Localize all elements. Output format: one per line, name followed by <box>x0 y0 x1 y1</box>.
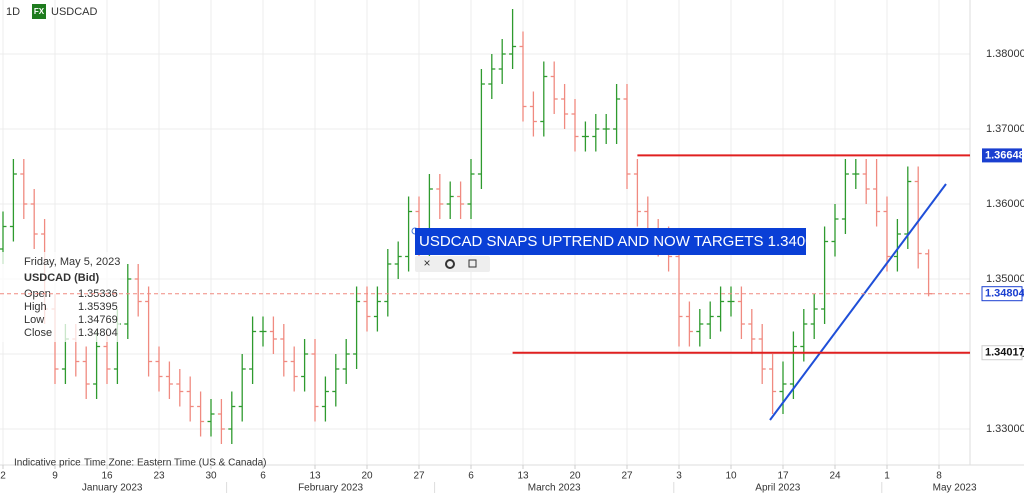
y-tick-label: 1.33000 <box>986 423 1024 435</box>
month-label: May 2023 <box>933 483 977 493</box>
month-label: February 2023 <box>298 483 363 493</box>
x-tick-label: 6 <box>468 471 474 482</box>
month-label: January 2023 <box>82 483 143 493</box>
badge-bg <box>32 4 46 19</box>
annotation: USDCAD SNAPS UPTREND AND NOW TARGETS 1.3… <box>419 233 818 250</box>
y-tick-label: 1.36000 <box>986 198 1024 210</box>
y-tick-label: 1.35000 <box>986 273 1024 285</box>
y-tick-label: 1.38000 <box>986 48 1024 60</box>
x-tick-label: 20 <box>569 471 581 482</box>
info-value: 1.35336 <box>78 288 118 300</box>
symbol: USDCAD <box>51 6 98 18</box>
x-tick-label: 30 <box>205 471 217 482</box>
x-tick-label: 16 <box>101 471 113 482</box>
trend-line <box>769 183 947 421</box>
info-box <box>0 252 120 342</box>
settings-icon[interactable] <box>445 259 455 269</box>
x-tick-label: 3 <box>676 471 682 482</box>
x-tick-label: 13 <box>517 471 529 482</box>
info-label: High <box>24 301 47 313</box>
info-value: 1.34804 <box>78 327 118 339</box>
info-label: Low <box>24 314 44 326</box>
footer: Time Zone: Eastern Time (US & Canada) <box>84 458 266 469</box>
info-title: USDCAD (Bid) <box>24 272 99 284</box>
info-value: 1.34769 <box>78 314 118 326</box>
x-tick-label: 9 <box>52 471 58 482</box>
last-price-label: 1.34804 <box>985 288 1024 300</box>
y-tick-label: 1.37000 <box>986 123 1024 135</box>
month-label: March 2023 <box>528 483 581 493</box>
level-tag <box>981 345 1023 361</box>
close-icon[interactable]: × <box>423 256 430 270</box>
annotation-bg <box>415 228 806 255</box>
x-tick-label: 20 <box>361 471 373 482</box>
info-date: Friday, May 5, 2023 <box>24 256 120 268</box>
x-tick-label: 1 <box>884 471 890 482</box>
x-tick-label: 17 <box>777 471 789 482</box>
x-tick-label: 2 <box>0 471 6 482</box>
x-tick-label: 6 <box>260 471 266 482</box>
x-tick-label: 8 <box>936 471 942 482</box>
info-value: 1.35395 <box>78 301 118 313</box>
level-label: 1.34017 <box>985 347 1024 359</box>
level-label: 1.36648 <box>985 149 1024 161</box>
x-tick-label: 27 <box>621 471 633 482</box>
info-label: Close <box>24 327 52 339</box>
last-price-tag <box>981 286 1023 302</box>
x-tick-label: 10 <box>725 471 737 482</box>
x-tick-label: 27 <box>413 471 425 482</box>
footer: Indicative price <box>14 458 81 469</box>
level-tag <box>982 148 1022 163</box>
x-tick-label: 23 <box>153 471 165 482</box>
x-tick-label: 24 <box>829 471 841 482</box>
copy-icon[interactable] <box>468 259 477 268</box>
badge: FX <box>34 7 45 16</box>
interval: 1D <box>6 6 20 18</box>
x-tick-label: 13 <box>309 471 321 482</box>
bars <box>0 9 933 444</box>
month-label: April 2023 <box>755 483 800 493</box>
